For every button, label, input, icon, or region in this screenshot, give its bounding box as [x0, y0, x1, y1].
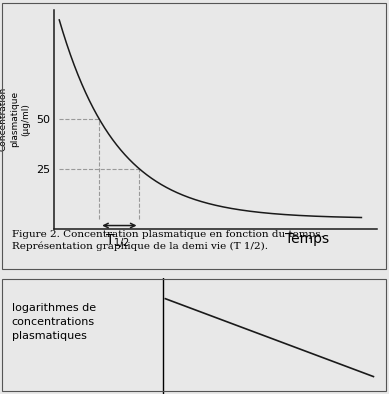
- Y-axis label: Concentration
plasmatique
(µg/ml): Concentration plasmatique (µg/ml): [0, 87, 31, 151]
- Text: Figure 2. Concentration plasmatique en fonction du temps.: Figure 2. Concentration plasmatique en f…: [12, 230, 324, 240]
- Text: Temps: Temps: [286, 232, 329, 247]
- Text: T$_{1/2}$: T$_{1/2}$: [105, 232, 130, 249]
- Text: Représentation graphique de la demi vie (T 1/2).: Représentation graphique de la demi vie …: [12, 241, 268, 251]
- Text: logarithmes de
concentrations
plasmatiques: logarithmes de concentrations plasmatiqu…: [12, 303, 96, 341]
